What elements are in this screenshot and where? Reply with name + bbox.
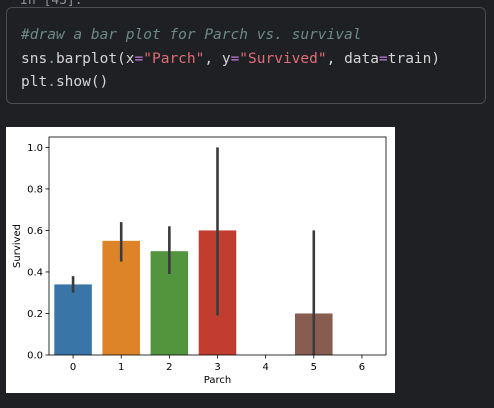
y-tick-label: 1.0 [27, 143, 43, 154]
bar-parch-0 [54, 284, 92, 355]
code-token: barplot(x [55, 50, 135, 67]
code-token: "Survived" [239, 50, 327, 67]
x-tick-label: 3 [214, 362, 220, 373]
code-token: . [47, 50, 56, 67]
x-tick-label: 6 [359, 362, 365, 373]
bar-chart: 0.0 0.2 0.4 0.6 0.8 1.0 0 1 2 3 4 5 6 Parch Survived [12, 136, 387, 386]
code-token: show() [55, 74, 109, 90]
y-axis-label: Survived [12, 224, 23, 268]
code-line-show: plt.show() [21, 71, 485, 95]
y-tick-label: 0.2 [27, 309, 43, 320]
code-token: #draw a bar plot for Parch vs. survival [21, 27, 362, 43]
cell-prompt: In [43]: [20, 0, 83, 8]
code-token: "Parch" [143, 50, 205, 67]
code-token: train) [387, 50, 441, 67]
code-cell[interactable]: #draw a bar plot for Parch vs. survival … [6, 7, 486, 104]
y-tick-label: 0.4 [27, 267, 43, 278]
code-token: = [134, 50, 144, 67]
x-tick-label: 0 [70, 362, 76, 373]
code-token: , y [204, 50, 231, 67]
x-tick-label: 1 [118, 362, 124, 373]
x-tick-label: 2 [166, 362, 172, 373]
code-token: = [379, 50, 388, 67]
y-tick-label: 0.0 [27, 351, 43, 362]
code-line-barplot: sns.barplot(x="Parch", y="Survived", dat… [21, 48, 485, 72]
code-token: , data [326, 50, 379, 67]
x-axis-label: Parch [204, 375, 231, 386]
code-token: . [47, 74, 56, 90]
code-token: = [230, 50, 240, 67]
code-token: plt [21, 74, 48, 90]
y-tick-label: 0.6 [27, 226, 43, 237]
code-line-comment: #draw a bar plot for Parch vs. survival [21, 24, 485, 48]
x-tick-label: 4 [262, 362, 268, 373]
y-tick-label: 0.8 [27, 184, 43, 195]
x-tick-label: 5 [311, 362, 317, 373]
output-figure: 0.0 0.2 0.4 0.6 0.8 1.0 0 1 2 3 4 5 6 Parch Survived [6, 127, 395, 393]
code-token: sns [21, 50, 48, 67]
